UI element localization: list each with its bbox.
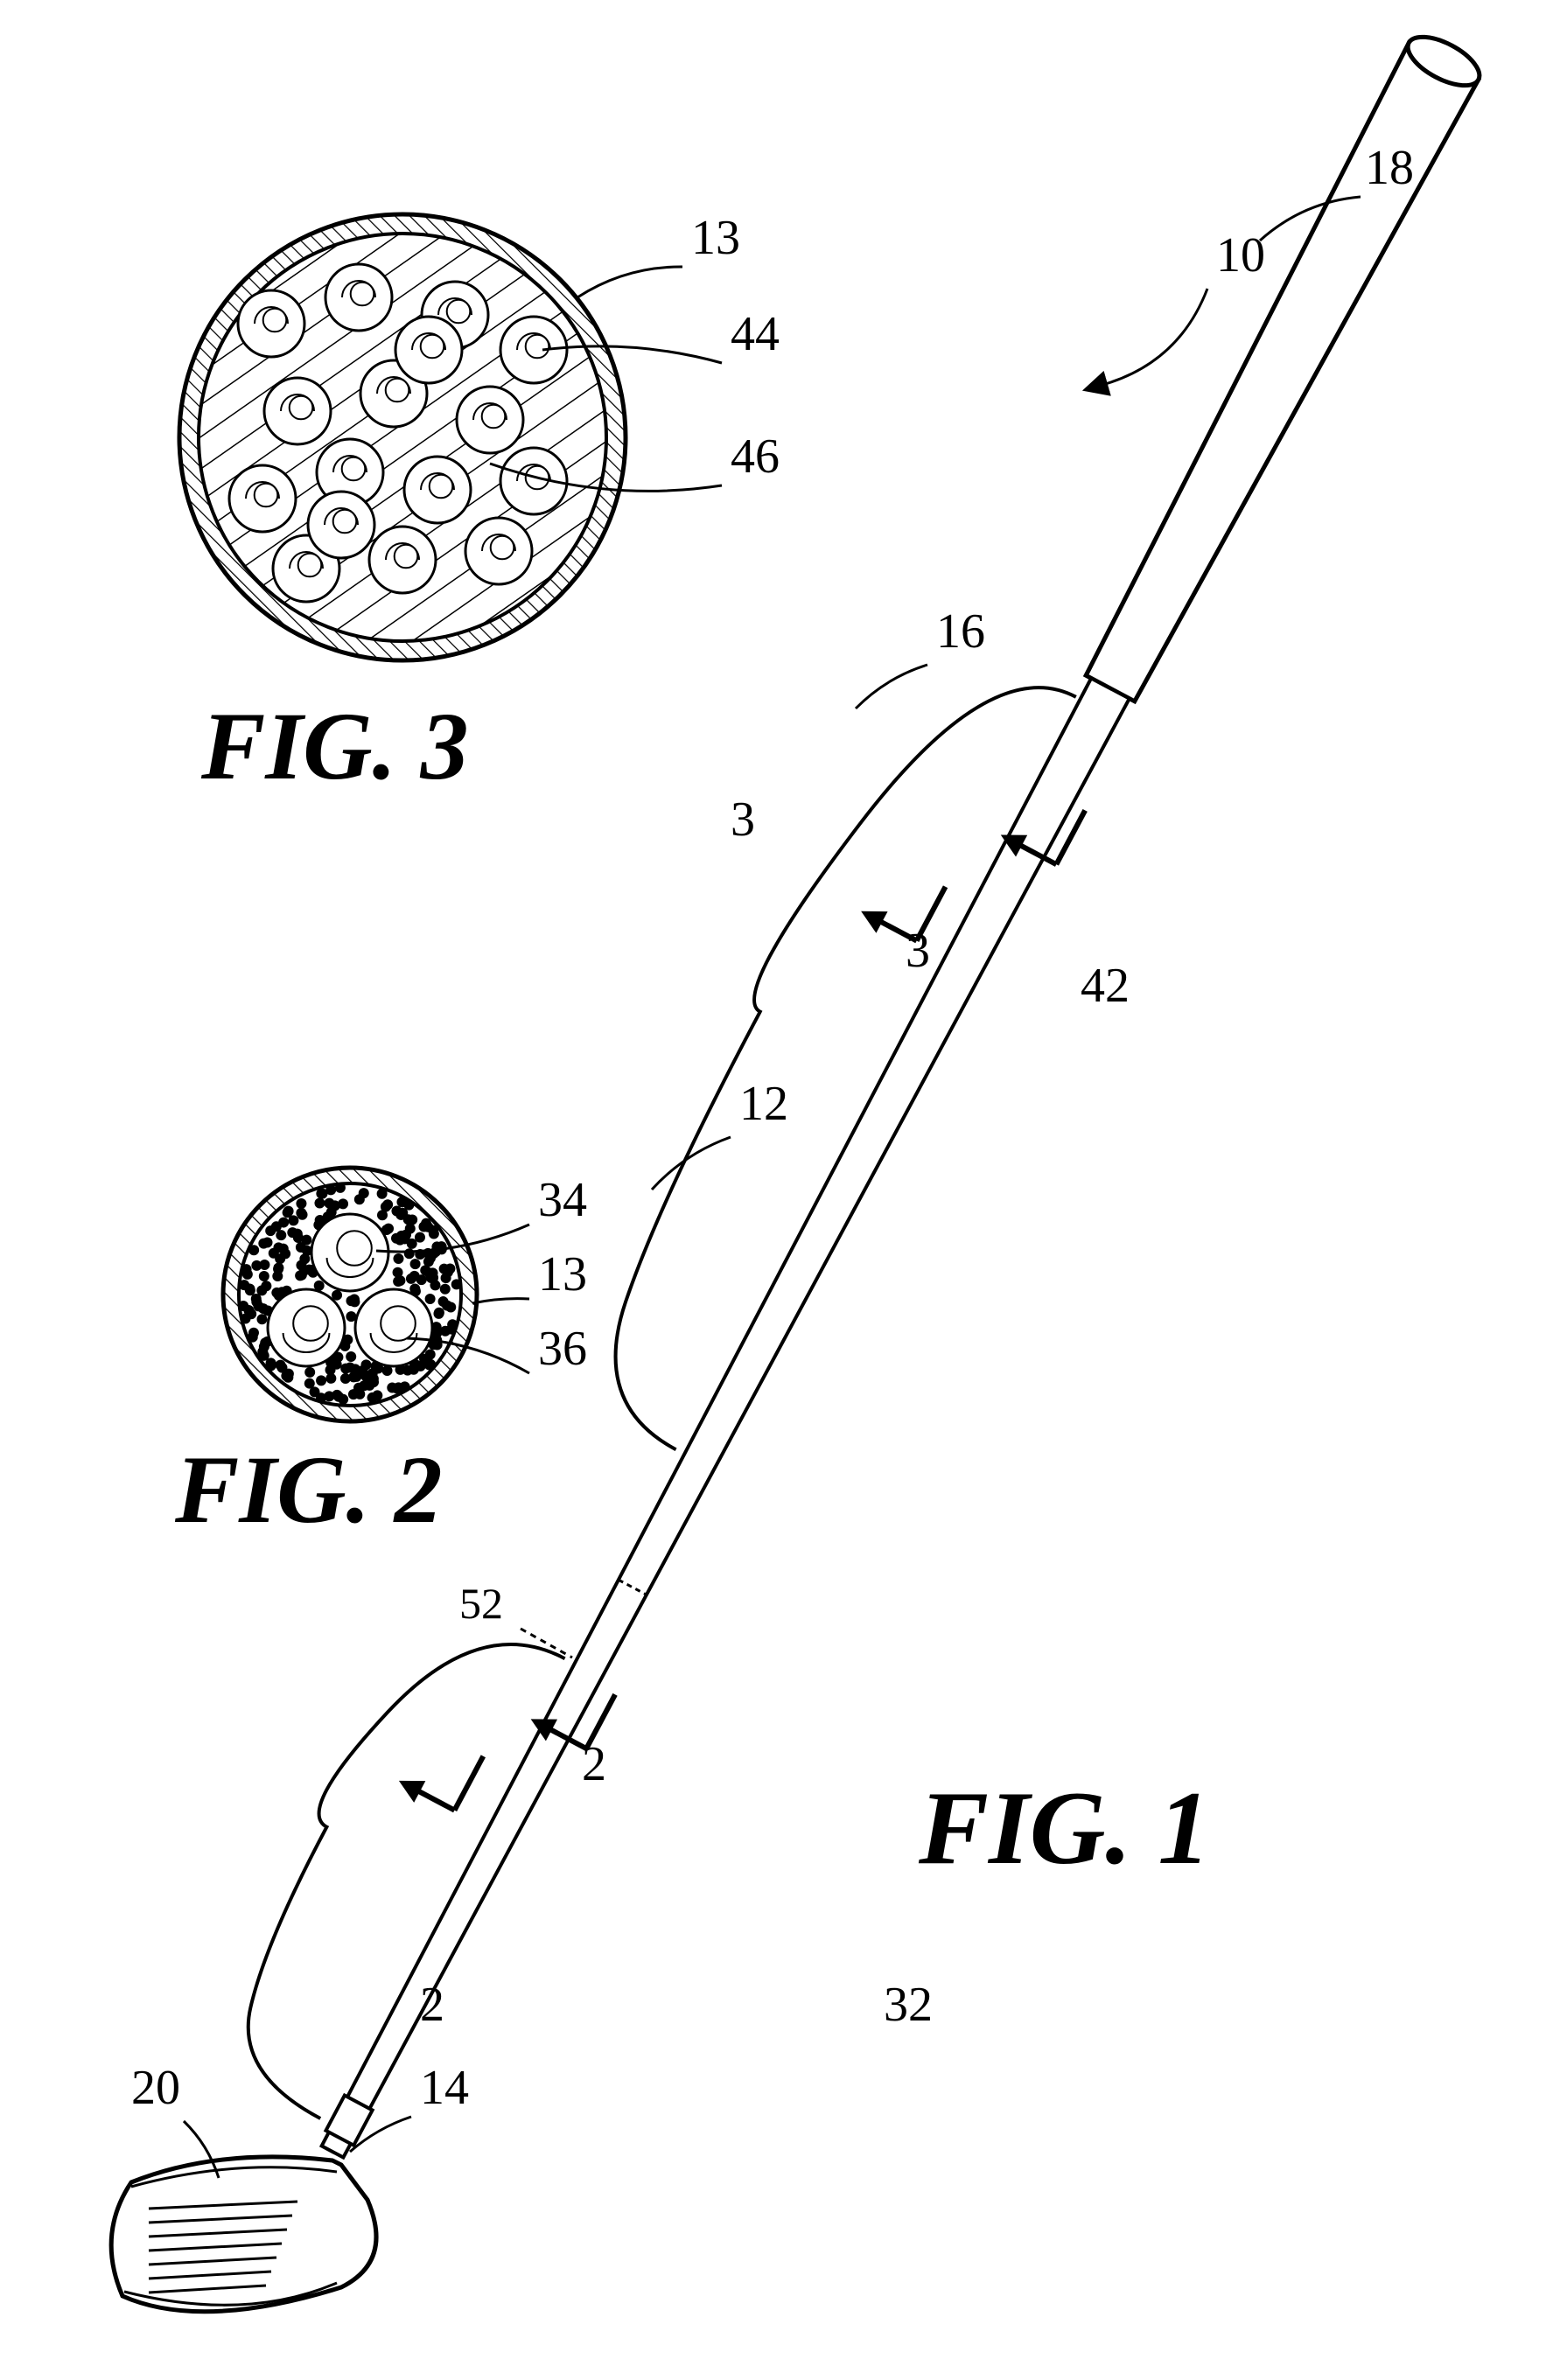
- ref-numeral: 34: [538, 1173, 587, 1227]
- club-head: [111, 2157, 376, 2312]
- leader-line: [521, 1629, 572, 1658]
- ref-numeral: 2: [582, 1737, 606, 1791]
- ref-numeral: 10: [1216, 228, 1265, 283]
- leader-line: [856, 665, 927, 708]
- patent-figure-sheet: 18 10 13 44 46 16 3 3 42 12 34 13 36 52 2 2 32 14 20 FIG. 3…: [0, 0, 1560, 2376]
- leader-line: [472, 1299, 529, 1303]
- ref-numeral: 16: [936, 604, 985, 659]
- ref-numeral: 52: [459, 1579, 503, 1628]
- grip: [1086, 43, 1479, 701]
- ref-numeral: 12: [739, 1077, 788, 1131]
- brace: [248, 1644, 565, 2118]
- ref-numeral: 44: [731, 307, 780, 361]
- ref-numeral: 13: [538, 1247, 587, 1302]
- figure-svg: 18 10 13 44 46 16 3 3 42 12 34 13 36 52 2 2 32 14 20 FIG. 3…: [0, 0, 1560, 2376]
- ref-numeral: 3: [906, 924, 930, 978]
- figure-label: FIG. 3: [200, 693, 469, 799]
- ref-numeral: 36: [538, 1322, 587, 1376]
- figure-label: FIG. 1: [918, 1769, 1210, 1886]
- brace: [616, 687, 1076, 1449]
- ref-numeral: 46: [731, 429, 780, 484]
- ref-numeral: 42: [1081, 959, 1130, 1013]
- ref-numeral: 3: [731, 792, 755, 847]
- ref-numeral: 18: [1365, 141, 1414, 195]
- leader-line: [577, 267, 682, 297]
- ref-numeral: 13: [691, 211, 740, 265]
- ref-numeral: 2: [420, 1978, 444, 2032]
- leader-line: [1102, 289, 1207, 385]
- ref-numeral: 14: [420, 2061, 469, 2115]
- figure-label: FIG. 2: [174, 1436, 443, 1543]
- ref-numeral: 32: [884, 1978, 933, 2032]
- shaft: [322, 678, 1130, 2157]
- ref-numeral: 20: [131, 2061, 180, 2115]
